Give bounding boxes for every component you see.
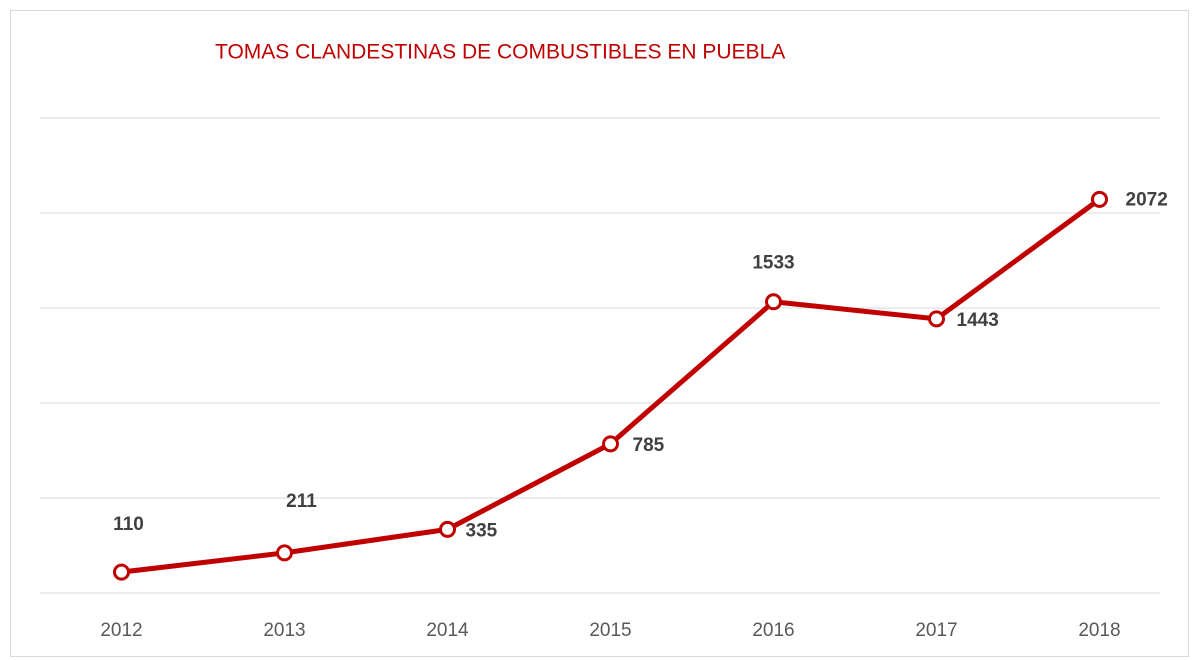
marker <box>602 435 619 453</box>
x-tick-label: 2015 <box>589 620 631 641</box>
marker <box>113 563 130 581</box>
marker <box>276 544 293 562</box>
data-label: 785 <box>633 435 665 456</box>
x-tick-label: 2013 <box>263 620 305 641</box>
chart-border <box>10 10 1189 657</box>
marker <box>765 293 782 311</box>
x-tick-label: 2016 <box>752 620 794 641</box>
data-label: 335 <box>466 520 498 541</box>
data-label: 2072 <box>1126 189 1168 210</box>
marker <box>928 310 945 328</box>
data-label: 1443 <box>957 310 999 331</box>
x-tick-label: 2017 <box>915 620 957 641</box>
data-label: 1533 <box>752 253 794 274</box>
x-tick-label: 2012 <box>100 620 142 641</box>
x-tick-label: 2018 <box>1078 620 1120 641</box>
marker <box>439 520 456 538</box>
data-label: 211 <box>286 491 317 512</box>
chart-title: TOMAS CLANDESTINAS DE COMBUSTIBLES EN PU… <box>215 41 785 64</box>
x-tick-label: 2014 <box>426 620 469 641</box>
marker <box>1091 190 1108 208</box>
data-label: 110 <box>113 514 144 535</box>
